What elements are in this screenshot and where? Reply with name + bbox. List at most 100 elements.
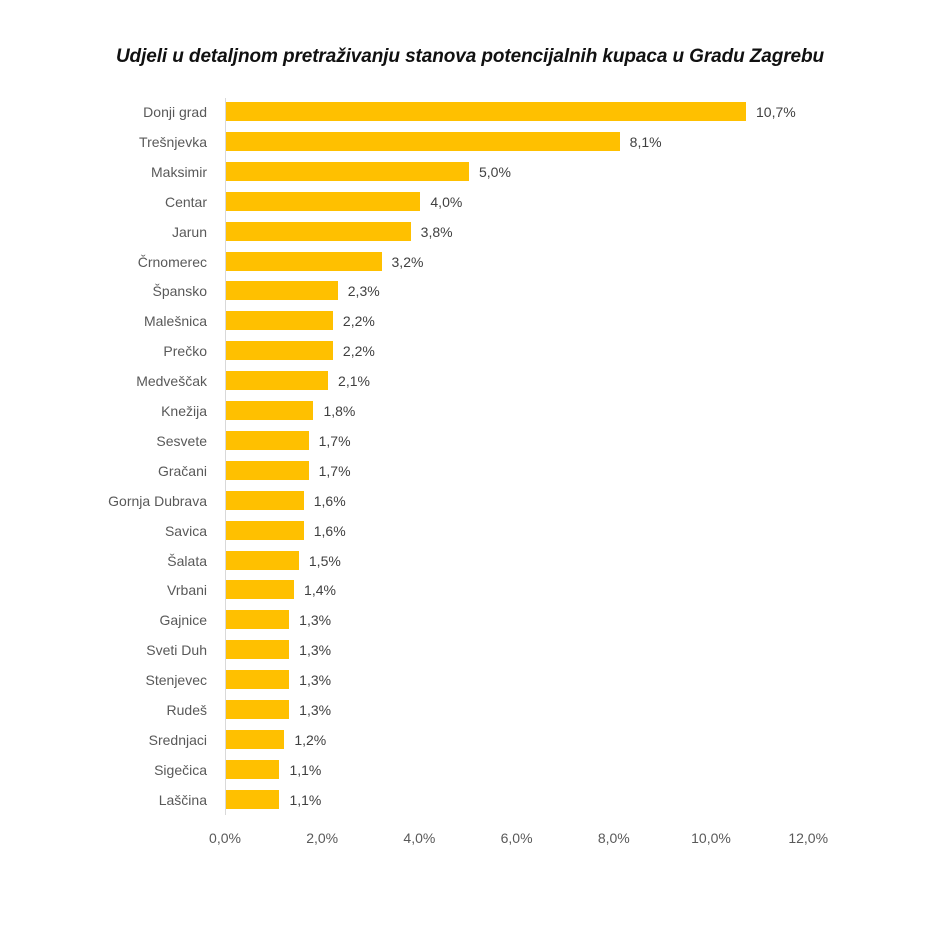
data-value-label: 1,8% — [323, 403, 356, 419]
bar — [226, 670, 290, 690]
bar — [226, 371, 329, 391]
data-value-label: 2,2% — [342, 313, 375, 330]
category-label: Stenjevec — [145, 672, 207, 689]
category-label: Prečko — [163, 343, 207, 360]
bar-row: Malešnica 2,2% — [0, 306, 940, 336]
data-value-label: 4,0% — [430, 193, 463, 210]
bar-row: Rudeš 1,3% — [0, 695, 940, 725]
bar-row: Laščina 1,1% — [0, 785, 940, 815]
bar — [226, 341, 333, 361]
data-value-label: 10,7% — [756, 104, 796, 120]
bar — [226, 281, 338, 301]
category-axis-line — [225, 98, 226, 815]
category-label: Sveti Duh — [146, 642, 207, 659]
data-value-label: 1,6% — [313, 492, 346, 509]
bar — [226, 729, 285, 749]
category-label: Vrbani — [167, 582, 207, 599]
bar — [226, 520, 304, 540]
data-value-label: 8,1% — [629, 133, 662, 150]
data-value-label: 1,3% — [299, 642, 332, 659]
category-label: Laščina — [158, 791, 207, 808]
bar-row: Špansko 2,3% — [0, 276, 940, 306]
bar-row: Medveščak 2,1% — [0, 366, 940, 396]
data-value-label: 5,0% — [479, 163, 511, 180]
bar-row: Savica 1,6% — [0, 516, 940, 546]
bar-row: Donji grad 10,7% — [0, 97, 940, 127]
data-value-label: 1,7% — [318, 462, 351, 479]
bar-row: Črnomerec 3,2% — [0, 247, 940, 277]
bar-row: Jarun 3,8% — [0, 217, 940, 247]
data-value-label: 1,1% — [289, 761, 322, 778]
category-label: Gračani — [157, 462, 207, 479]
data-value-label: 2,3% — [347, 283, 380, 300]
x-tick-label: 0,0% — [209, 830, 241, 846]
bar-row: Stenjevec 1,3% — [0, 665, 940, 695]
bar-row: Sigečica 1,1% — [0, 755, 940, 785]
data-value-label: 1,3% — [299, 702, 332, 718]
bar — [226, 550, 299, 570]
category-label: Savica — [164, 522, 207, 539]
bar — [226, 460, 309, 480]
category-label: Maksimir — [151, 163, 207, 180]
bar — [226, 610, 290, 630]
bar — [226, 490, 304, 510]
data-value-label: 2,2% — [342, 343, 375, 360]
category-label: Gajnice — [159, 612, 207, 629]
x-tick-label: 6,0% — [500, 830, 533, 846]
bar-row: Gračani 1,7% — [0, 456, 940, 486]
bar-row: Vrbani 1,4% — [0, 575, 940, 605]
data-value-label: 1,7% — [318, 432, 351, 449]
x-tick-label: 12,0% — [788, 830, 829, 846]
category-label: Srednjaci — [148, 731, 207, 748]
data-value-label: 1,3% — [299, 672, 332, 689]
category-label: Šalata — [167, 552, 207, 569]
bar — [226, 759, 280, 779]
category-label: Rudeš — [166, 702, 207, 718]
bar — [226, 251, 382, 271]
bar-row: Srednjaci 1,2% — [0, 725, 940, 755]
bar-row: Maksimir 5,0% — [0, 157, 940, 187]
category-label: Špansko — [152, 283, 207, 300]
category-label: Sesvete — [156, 432, 207, 449]
bar-row: Šalata 1,5% — [0, 546, 940, 576]
bar — [226, 221, 411, 241]
category-label: Malešnica — [143, 313, 207, 330]
chart-title: Udjeli u detaljnom pretraživanju stanova… — [115, 46, 825, 67]
category-label: Centar — [164, 193, 207, 210]
category-label: Sigečica — [154, 761, 207, 778]
category-label: Knežija — [161, 403, 207, 419]
bar — [226, 700, 290, 719]
data-value-label: 2,1% — [338, 373, 370, 390]
data-value-label: 1,2% — [294, 731, 327, 748]
bar — [226, 131, 620, 151]
category-label: Jarun — [171, 223, 207, 240]
x-tick-label: 8,0% — [597, 830, 630, 846]
data-value-label: 1,1% — [289, 791, 322, 808]
category-label: Trešnjevka — [139, 133, 207, 150]
bar — [226, 640, 290, 660]
bar-row: Gajnice 1,3% — [0, 605, 940, 635]
category-label: Donji grad — [143, 104, 207, 120]
bar — [226, 311, 333, 331]
x-tick-label: 10,0% — [691, 830, 731, 846]
bar — [226, 430, 309, 450]
data-value-label: 1,4% — [304, 582, 336, 599]
bar — [226, 580, 295, 600]
bar-row: Gornja Dubrava 1,6% — [0, 486, 940, 516]
category-label: Medveščak — [136, 373, 207, 390]
bar-row: Sveti Duh 1,3% — [0, 635, 940, 665]
x-tick-label: 2,0% — [306, 830, 339, 846]
data-value-label: 3,2% — [391, 253, 424, 270]
bar — [226, 161, 469, 181]
bar-row: Centar 4,0% — [0, 187, 940, 217]
bar — [226, 102, 747, 121]
bar-row: Prečko 2,2% — [0, 336, 940, 366]
data-value-label: 1,6% — [313, 522, 346, 539]
category-label: Črnomerec — [137, 253, 207, 270]
x-tick-label: 4,0% — [403, 830, 436, 846]
data-value-label: 1,5% — [308, 552, 341, 569]
bar — [226, 191, 421, 211]
bar-row: Sesvete 1,7% — [0, 426, 940, 456]
bar — [226, 789, 280, 809]
